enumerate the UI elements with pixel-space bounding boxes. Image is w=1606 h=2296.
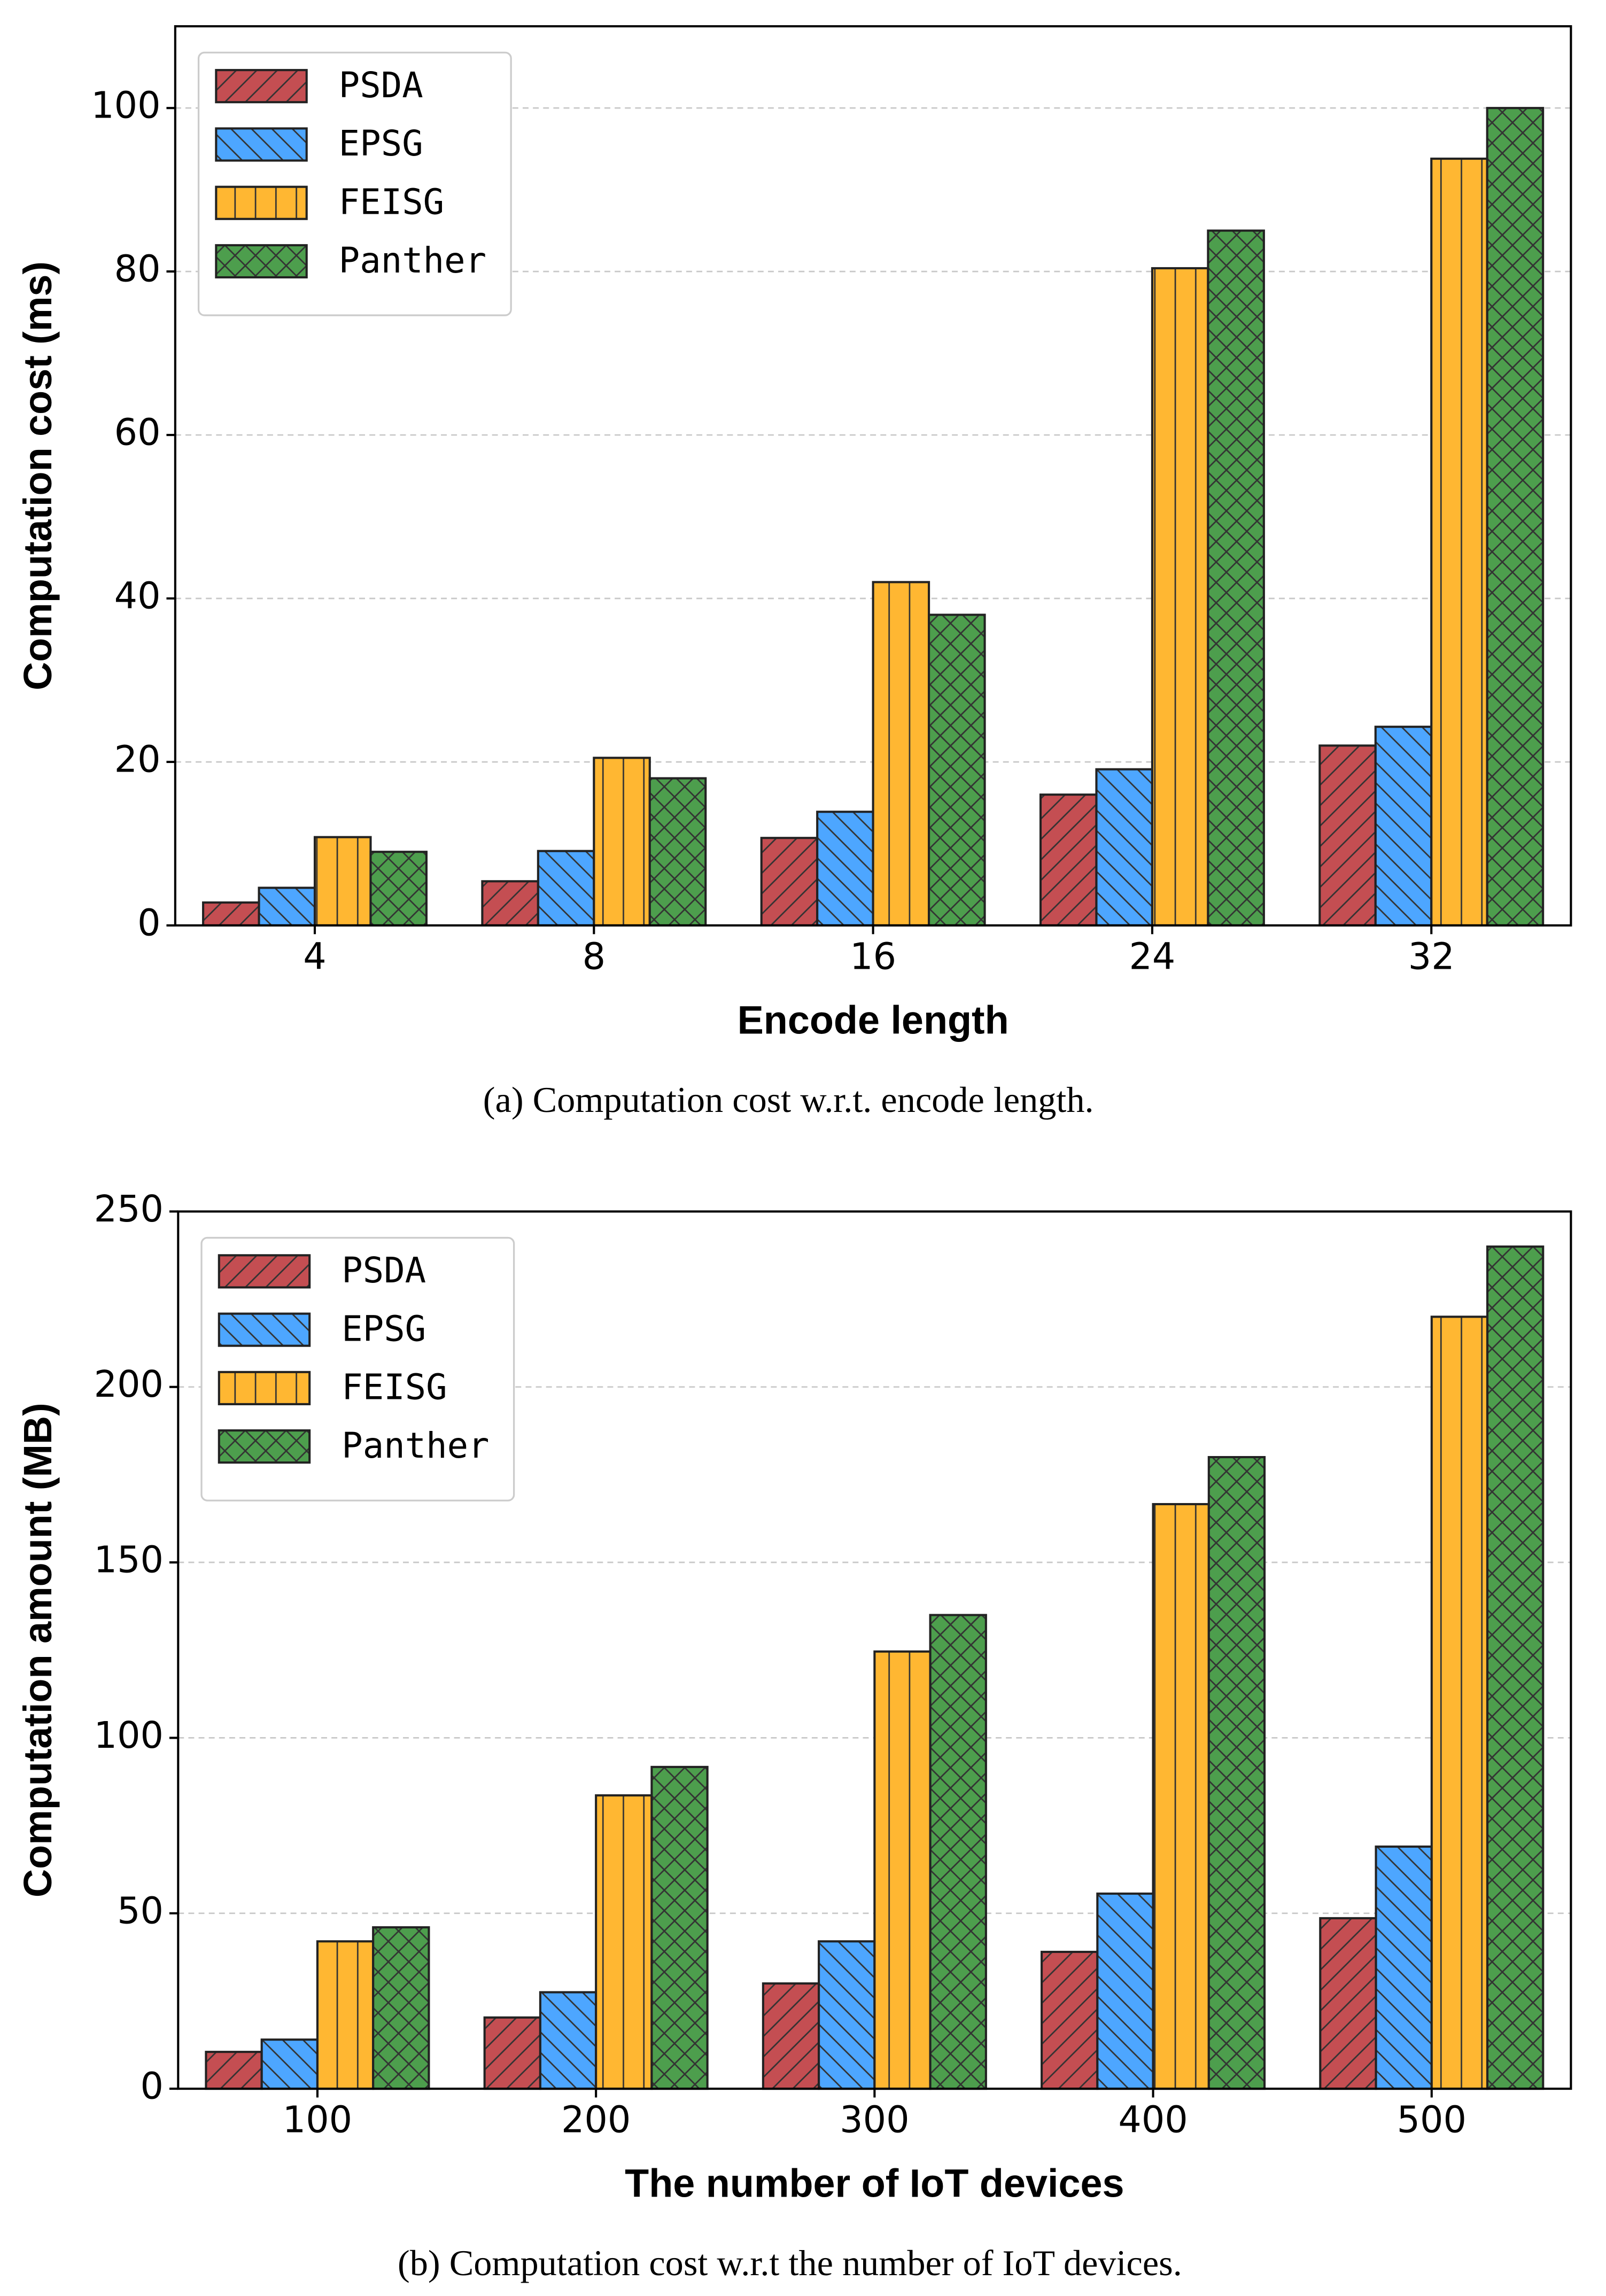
bar (1486, 107, 1545, 927)
legend-swatch (218, 1371, 311, 1405)
bar (1430, 157, 1488, 927)
bar (258, 886, 316, 927)
bar (537, 850, 595, 927)
bar (1375, 1845, 1433, 2090)
y-tick-label: 80 (114, 248, 161, 291)
caption: (b) Computation cost w.r.t the number of… (398, 2243, 1182, 2283)
x-axis-label: Encode length (738, 998, 1009, 1042)
bar (593, 757, 651, 927)
y-tick-label: 20 (114, 739, 161, 781)
bar (1430, 1316, 1489, 2090)
x-tick-label: 4 (303, 936, 326, 978)
legend-label: EPSG (342, 1309, 426, 1349)
x-tick-label: 400 (1118, 2099, 1188, 2141)
bar (760, 837, 819, 927)
bar (1207, 1456, 1266, 2090)
legend-label: PSDA (342, 1250, 426, 1291)
bar (1152, 1503, 1210, 2090)
bar (481, 880, 539, 927)
x-axis-label: The number of IoT devices (625, 2161, 1124, 2206)
bar (1041, 1950, 1099, 2090)
y-tick-label: 50 (117, 1890, 164, 1932)
y-tick-label: 150 (94, 1539, 164, 1582)
legend-swatch (215, 69, 308, 104)
caption: (a) Computation cost w.r.t. encode lengt… (483, 1079, 1094, 1120)
bar (1374, 726, 1433, 927)
bar (372, 1926, 430, 2090)
y-axis-label: Computation amount (MB) (15, 1403, 60, 1897)
y-tick-label: 0 (141, 2066, 164, 2108)
x-tick-label: 200 (561, 2099, 631, 2141)
legend-label: EPSG (339, 123, 423, 164)
bar (1096, 1892, 1154, 2090)
legend-label: PSDA (339, 65, 423, 106)
x-tick-label: 32 (1408, 936, 1455, 978)
bar (313, 836, 372, 927)
x-tick-label: 8 (583, 936, 606, 978)
legend-label: FEISG (342, 1367, 447, 1408)
bar (873, 1650, 932, 2090)
y-axis-label: Computation cost (ms) (15, 261, 60, 690)
bar (872, 581, 930, 927)
legend-label: Panther (339, 240, 486, 281)
bar (1095, 768, 1153, 927)
bar (316, 1940, 375, 2090)
legend-swatch (218, 1429, 311, 1464)
x-tick-label: 100 (283, 2099, 352, 2141)
bar (929, 1614, 987, 2090)
bar (650, 1765, 709, 2090)
bar (816, 811, 874, 927)
y-tick-label: 100 (91, 85, 160, 127)
y-tick-label: 200 (94, 1364, 164, 1406)
legend-swatch (215, 244, 308, 279)
legend-label: FEISG (339, 182, 444, 223)
bar (648, 777, 707, 927)
bar (202, 901, 260, 927)
bar (928, 613, 986, 927)
bar (1318, 744, 1377, 927)
x-tick-label: 16 (850, 936, 896, 978)
bar (1039, 793, 1098, 927)
bar (483, 2016, 541, 2090)
legend-swatch (218, 1254, 311, 1289)
legend-swatch (215, 185, 308, 220)
x-tick-label: 500 (1397, 2099, 1467, 2141)
plot-frame (177, 1210, 1572, 2090)
legend-label: Panther (342, 1426, 489, 1466)
bar (539, 1991, 598, 2090)
bar (762, 1982, 820, 2090)
bar (1486, 1245, 1545, 2090)
bar (205, 2051, 263, 2090)
y-tick-label: 100 (94, 1715, 164, 1757)
y-tick-label: 250 (94, 1188, 164, 1231)
bar (595, 1794, 653, 2090)
legend-swatch (215, 127, 308, 162)
legend-swatch (218, 1312, 311, 1347)
y-tick-label: 0 (137, 902, 160, 944)
bar (369, 851, 428, 927)
y-tick-label: 40 (114, 575, 161, 618)
y-tick-label: 60 (114, 412, 161, 454)
bar (818, 1940, 876, 2090)
bar (1319, 1917, 1377, 2090)
bar (260, 2038, 319, 2090)
x-tick-label: 300 (840, 2099, 909, 2141)
plot-frame (174, 25, 1572, 927)
x-tick-label: 24 (1129, 936, 1175, 978)
bar (1151, 267, 1209, 927)
bar (1207, 229, 1265, 927)
